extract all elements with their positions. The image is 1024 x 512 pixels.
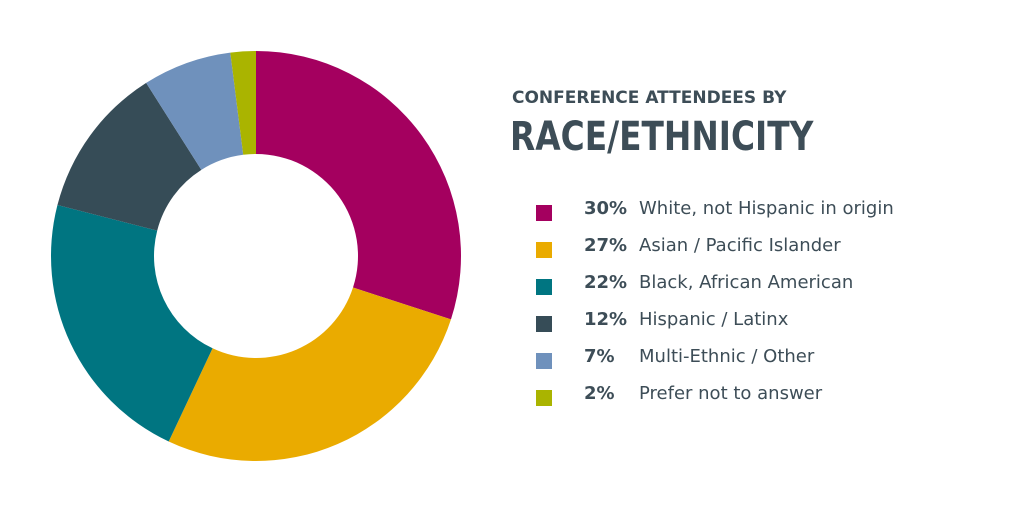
legend-percent: 27% bbox=[584, 235, 628, 256]
legend-swatch bbox=[536, 242, 552, 258]
legend-swatch bbox=[536, 205, 552, 221]
legend-label: White, not Hispanic in origin bbox=[639, 198, 894, 219]
legend-label: Asian / Pacific Islander bbox=[639, 235, 841, 256]
donut-slice bbox=[51, 205, 213, 442]
legend-percent: 30% bbox=[584, 198, 628, 219]
legend-percent: 2% bbox=[584, 383, 615, 404]
chart-title: RACE/ETHNICITY bbox=[510, 114, 814, 160]
legend-item: 27% Asian / Pacific Islander bbox=[536, 233, 976, 263]
legend-label: Prefer not to answer bbox=[639, 383, 823, 404]
legend-swatch bbox=[536, 316, 552, 332]
donut-slice bbox=[230, 51, 256, 155]
legend-percent: 12% bbox=[584, 309, 628, 330]
donut-chart bbox=[51, 51, 461, 461]
donut-slice bbox=[146, 52, 244, 170]
legend-item: 2% Prefer not to answer bbox=[536, 381, 976, 411]
legend-item: 30% White, not Hispanic in origin bbox=[536, 196, 976, 226]
chart-subtitle: CONFERENCE ATTENDEES BY bbox=[512, 88, 787, 108]
donut-slice bbox=[256, 51, 461, 320]
legend-item: 12% Hispanic / Latinx bbox=[536, 307, 976, 337]
legend-label: Hispanic / Latinx bbox=[639, 309, 789, 330]
legend-swatch bbox=[536, 353, 552, 369]
legend-swatch bbox=[536, 279, 552, 295]
donut-slice bbox=[57, 82, 202, 231]
donut-slice bbox=[168, 287, 451, 461]
legend-label: Multi-Ethnic / Other bbox=[639, 346, 815, 367]
legend-percent: 22% bbox=[584, 272, 628, 293]
legend-item: 7% Multi-Ethnic / Other bbox=[536, 344, 976, 374]
legend-item: 22% Black, African American bbox=[536, 270, 976, 300]
legend-swatch bbox=[536, 390, 552, 406]
legend-percent: 7% bbox=[584, 346, 615, 367]
legend-label: Black, African American bbox=[639, 272, 854, 293]
